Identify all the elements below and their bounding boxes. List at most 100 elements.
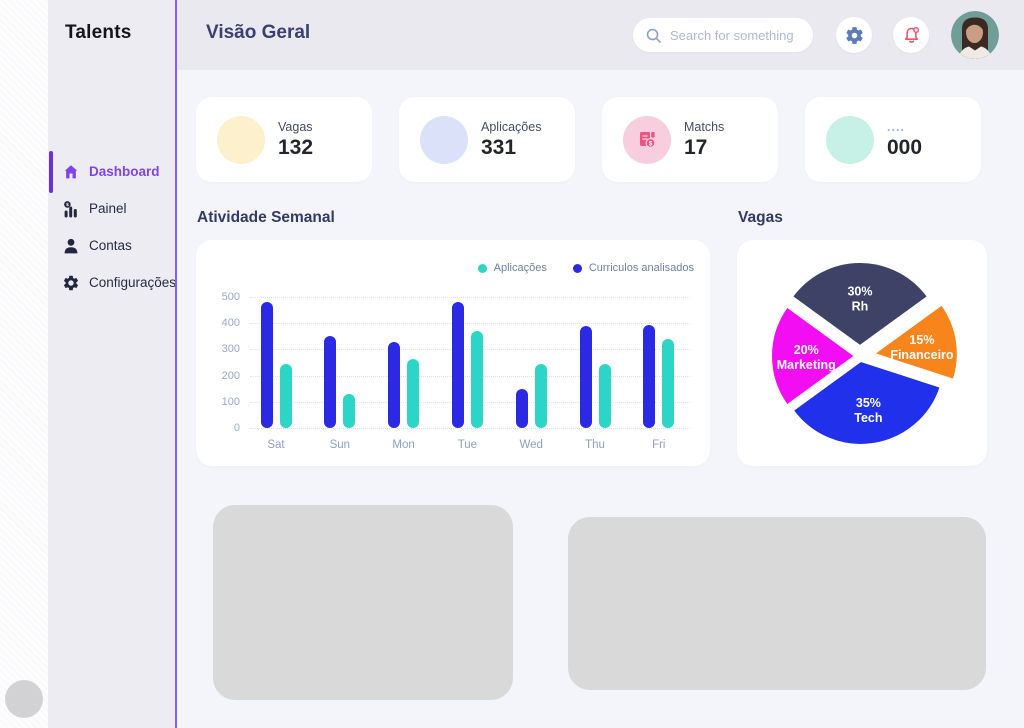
gridline	[250, 349, 690, 351]
sidebar-item-label: Configurações	[89, 275, 177, 290]
sidebar-item-configuracoes[interactable]: Configurações	[48, 264, 177, 301]
pie-chart: 30% Rh 15% Financeiro 35% Tech 20% Marketing	[770, 261, 959, 446]
gridline	[250, 375, 690, 377]
x-axis-tick: Mon	[392, 439, 415, 451]
stat-label: Aplicações	[481, 119, 542, 134]
gridline	[250, 297, 690, 298]
pie-slice-marketing	[770, 305, 857, 407]
gear-icon	[62, 274, 80, 292]
vagas-pie-chart-card: 30% Rh 15% Financeiro 35% Tech 20% Marketing	[737, 240, 987, 466]
sidebar-item-dashboard[interactable]: Dashboard	[48, 151, 175, 193]
stat-circle-lavender	[420, 115, 468, 164]
bar-sat-curriculos	[260, 302, 273, 428]
gridline	[250, 323, 690, 325]
gridline	[250, 428, 690, 429]
svg-text:$: $	[649, 140, 653, 147]
sidebar-item-contas[interactable]: Contas	[48, 227, 175, 264]
weekly-activity-chart-card: Aplicações Curriculos analisados 0 100 200…	[196, 240, 710, 466]
legend-item-aplicacoes: Aplicações	[477, 262, 547, 274]
legend-dot-teal	[477, 263, 487, 273]
window-edge-strip	[0, 0, 48, 728]
home-icon	[62, 163, 80, 181]
search-box[interactable]	[633, 18, 813, 52]
stat-circle-mint	[826, 115, 874, 164]
pie-slice-label: 35% Tech	[854, 396, 882, 425]
x-axis-tick: Fri	[652, 439, 666, 451]
bar-thu-aplicacoes	[598, 363, 611, 428]
bar-tue-curriculos	[451, 302, 464, 428]
user-avatar[interactable]	[951, 11, 999, 59]
pie-slice-label: 15% Financeiro	[890, 333, 954, 362]
bar-fri-curriculos	[643, 324, 656, 428]
bar-fri-aplicacoes	[662, 338, 675, 428]
gridline	[250, 401, 690, 403]
y-axis-tick: 0	[233, 422, 240, 434]
sidebar-item-label: Painel	[89, 201, 127, 216]
stat-value: 000	[887, 135, 923, 159]
legend-label: Aplicações	[493, 262, 547, 274]
stat-card-vagas: Vagas 132	[196, 97, 372, 182]
bar-thu-curriculos	[579, 325, 592, 428]
pie-slice-tech	[791, 359, 942, 446]
bar-sat-aplicacoes	[279, 363, 292, 428]
chart-legend: Aplicações Curriculos analisados	[477, 262, 694, 274]
stat-value: 17	[684, 135, 708, 159]
page-title: Visão Geral	[206, 22, 311, 43]
stat-card-aplicacoes: Aplicações 331	[399, 97, 575, 182]
sidebar-item-label: Dashboard	[89, 164, 160, 179]
decorative-circle	[5, 680, 43, 718]
legend-item-curriculos: Curriculos analisados	[572, 262, 694, 274]
pie-slice-rh	[790, 261, 930, 348]
topbar: Visão Geral	[177, 0, 1024, 70]
avatar-image	[951, 11, 999, 59]
sidebar-item-label: Contas	[89, 238, 132, 253]
x-axis-tick: Wed	[519, 439, 543, 451]
notifications-button[interactable]	[893, 17, 929, 53]
y-axis-tick: 100	[221, 395, 240, 408]
x-axis-tick: Tue	[457, 439, 478, 451]
bar-sun-aplicacoes	[343, 393, 356, 428]
x-axis-tick: Thu	[585, 439, 605, 451]
bar-chart-plot-area: 0 100 200 300 400 500 Sat Sun Mon Tue Wed Thu Fri	[222, 291, 690, 451]
sidebar-item-painel[interactable]: $ Painel	[48, 190, 175, 227]
placeholder-card-left	[213, 505, 513, 700]
stat-label: Matchs	[684, 119, 725, 134]
x-axis-tick: Sun	[329, 439, 351, 451]
active-indicator	[49, 151, 53, 193]
stat-label: ....	[887, 119, 905, 134]
x-axis-tick: Sat	[267, 439, 285, 451]
bar-sun-curriculos	[324, 336, 337, 428]
bar-wed-curriculos	[515, 388, 528, 428]
user-icon	[62, 237, 80, 255]
stat-label: Vagas	[278, 119, 313, 134]
brand-logo: Talents	[65, 22, 132, 43]
legend-dot-blue	[572, 263, 582, 273]
bar-tue-aplicacoes	[470, 331, 483, 428]
bar-mon-aplicacoes	[407, 358, 420, 428]
chart-coin-icon: $	[62, 200, 80, 218]
search-input[interactable]	[670, 27, 801, 43]
bar-wed-aplicacoes	[534, 363, 547, 428]
y-axis-tick: 300	[221, 343, 240, 356]
sidebar: Talents Dashboard $ Painel	[48, 0, 177, 728]
section-title-weekly: Atividade Semanal	[197, 209, 335, 226]
section-title-vagas: Vagas	[738, 209, 783, 226]
search-icon	[645, 27, 662, 44]
svg-text:$: $	[66, 202, 69, 208]
y-axis-tick: 500	[221, 291, 240, 303]
settings-button[interactable]	[836, 17, 872, 53]
pie-slice-financeiro	[871, 303, 959, 382]
stat-value: 331	[481, 135, 517, 159]
placeholder-card-right	[568, 517, 986, 690]
stat-value: 132	[278, 135, 314, 159]
stat-circle-yellow	[217, 115, 265, 164]
main-content: Vagas 132 Aplicações 331 $ Matchs 17	[177, 70, 1024, 728]
bell-icon	[904, 26, 919, 43]
y-axis-tick: 400	[221, 317, 240, 330]
stat-card-placeholder: .... 000	[805, 97, 981, 182]
pie-slice-label: 20% Marketing	[777, 343, 836, 372]
sidebar-divider	[175, 0, 177, 728]
stat-circle-pink: $	[623, 115, 671, 164]
bar-mon-curriculos	[388, 341, 401, 428]
legend-label: Curriculos analisados	[588, 262, 694, 274]
